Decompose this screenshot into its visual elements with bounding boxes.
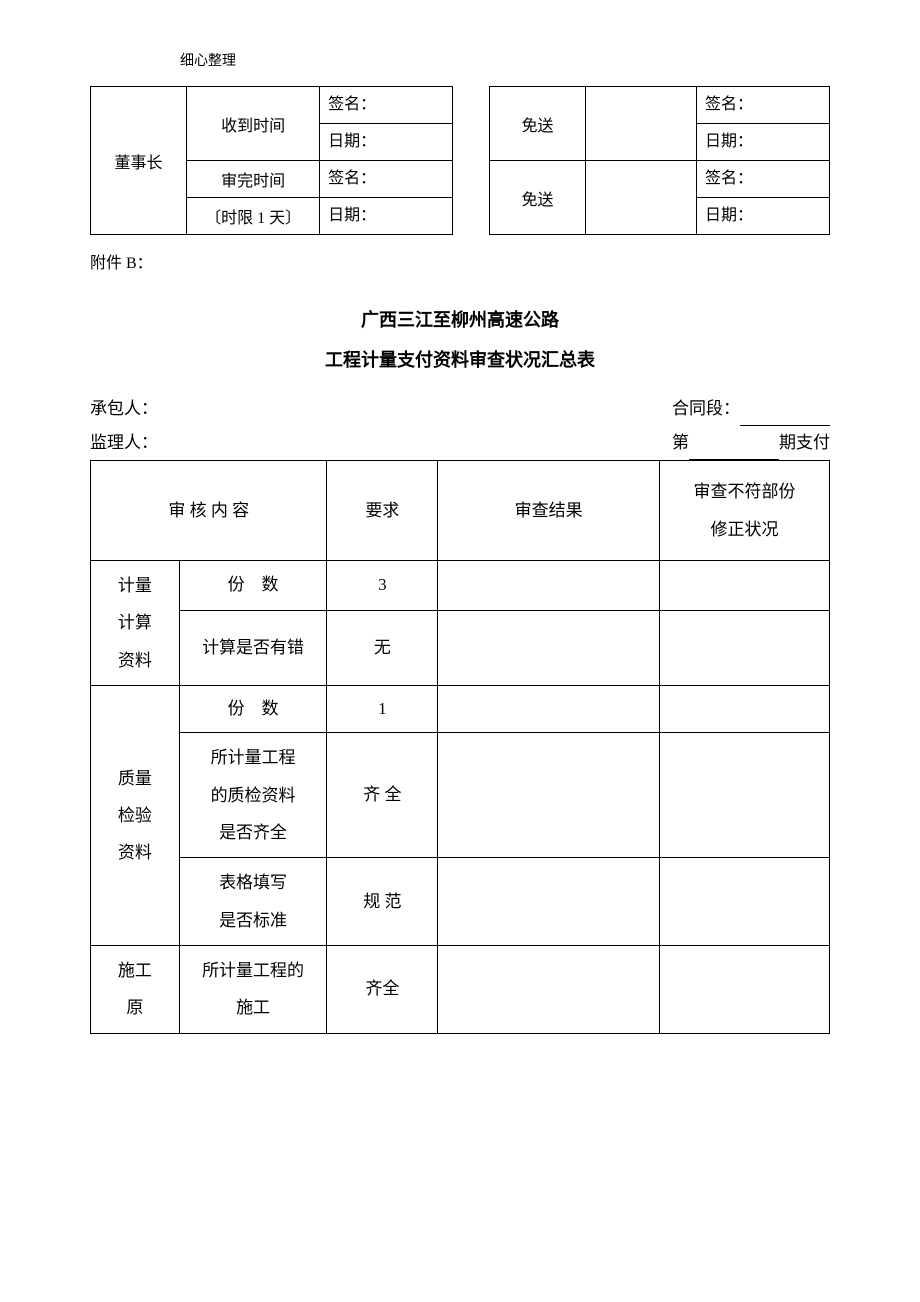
item-line: 施工 xyxy=(236,998,270,1017)
result-blank xyxy=(438,560,660,610)
item-quality-complete: 所计量工程 的质检资料 是否齐全 xyxy=(179,733,327,858)
table-row: 所计量工程 的质检资料 是否齐全 齐 全 xyxy=(91,733,830,858)
header-correction: 审查不符部份 修正状况 xyxy=(660,461,830,561)
result-blank xyxy=(438,686,660,733)
req-standard: 规 范 xyxy=(327,858,438,946)
table-row: 董事长 收到时间 签名： 免送 签名： xyxy=(91,87,830,124)
meta-row-1: 承包人： 合同段： xyxy=(90,392,830,426)
correction-blank xyxy=(660,610,830,685)
group-line: 原 xyxy=(126,998,143,1017)
item-line: 的质检资料 xyxy=(211,786,296,805)
cell-blank xyxy=(586,87,697,161)
req-complete: 齐全 xyxy=(327,946,438,1034)
cell-date-label: 日期： xyxy=(320,124,453,161)
table-row: 表格填写 是否标准 规 范 xyxy=(91,858,830,946)
period-prefix: 第 xyxy=(672,433,689,452)
supervisor-label: 监理人： xyxy=(90,426,158,460)
cell-exempt-send: 免送 xyxy=(490,87,586,161)
table-row: 施工 原 所计量工程的 施工 齐全 xyxy=(91,946,830,1034)
req-3: 3 xyxy=(327,560,438,610)
header-correction-line1: 审查不符部份 xyxy=(694,482,796,501)
table-header-row: 审 核 内 容 要求 审查结果 审查不符部份 修正状况 xyxy=(91,461,830,561)
table-row: 质量 检验 资料 份 数 1 xyxy=(91,686,830,733)
cell-blank xyxy=(586,161,697,235)
header-result: 审查结果 xyxy=(438,461,660,561)
req-complete: 齐 全 xyxy=(327,733,438,858)
table-review-summary: 审 核 内 容 要求 审查结果 审查不符部份 修正状况 计量 计算 资料 份 数… xyxy=(90,460,830,1034)
cell-spacer xyxy=(453,87,490,235)
group-line: 计算 xyxy=(118,613,152,632)
group-construction: 施工 原 xyxy=(91,946,180,1034)
item-copies: 份 数 xyxy=(179,686,327,733)
cell-date-label: 日期： xyxy=(320,198,453,235)
contract-section: 合同段： xyxy=(672,392,830,426)
item-copies: 份 数 xyxy=(179,560,327,610)
group-line: 资料 xyxy=(118,651,152,670)
item-line: 表格填写 xyxy=(219,873,287,892)
document-title: 广西三江至柳州高速公路 工程计量支付资料审查状况汇总表 xyxy=(90,301,830,380)
group-measurement-calc: 计量 计算 资料 xyxy=(91,560,180,685)
result-blank xyxy=(438,858,660,946)
item-line: 是否齐全 xyxy=(219,823,287,842)
cell-exempt-send-2: 免送 xyxy=(490,161,586,235)
group-line: 计量 xyxy=(118,576,152,595)
correction-blank xyxy=(660,858,830,946)
item-line: 所计量工程的 xyxy=(202,961,304,980)
title-line-2: 工程计量支付资料审查状况汇总表 xyxy=(90,341,830,381)
result-blank xyxy=(438,733,660,858)
item-form-standard: 表格填写 是否标准 xyxy=(179,858,327,946)
period-payment: 第 期支付 xyxy=(672,426,830,460)
correction-blank xyxy=(660,686,830,733)
header-requirement: 要求 xyxy=(327,461,438,561)
result-blank xyxy=(438,946,660,1034)
req-1: 1 xyxy=(327,686,438,733)
title-line-1: 广西三江至柳州高速公路 xyxy=(90,301,830,341)
meta-row-2: 监理人： 第 期支付 xyxy=(90,426,830,460)
cell-sign-label-2: 签名： xyxy=(696,87,829,124)
header-correction-line2: 修正状况 xyxy=(711,520,779,539)
group-quality-inspection: 质量 检验 资料 xyxy=(91,686,180,946)
period-suffix: 期支付 xyxy=(779,433,830,452)
contractor-label: 承包人： xyxy=(90,392,158,426)
cell-sign-label: 签名： xyxy=(320,161,453,198)
period-blank xyxy=(689,440,779,460)
cell-date-label-2: 日期： xyxy=(696,198,829,235)
cell-date-label-2: 日期： xyxy=(696,124,829,161)
header-content: 审 核 内 容 xyxy=(91,461,327,561)
table-row: 计算是否有错 无 xyxy=(91,610,830,685)
contract-section-label: 合同段： xyxy=(672,399,740,418)
correction-blank xyxy=(660,560,830,610)
appendix-label: 附件 B： xyxy=(90,249,830,273)
group-line: 质量 xyxy=(118,769,152,788)
header-note: 细心整理 xyxy=(180,50,830,70)
cell-complete-time-label-2: 〔时限 1 天〕 xyxy=(187,198,320,235)
item-calc-error: 计算是否有错 xyxy=(179,610,327,685)
cell-complete-time-label-1: 审完时间 xyxy=(187,161,320,198)
cell-receive-time-label: 收到时间 xyxy=(187,87,320,161)
cell-sign-label-2: 签名： xyxy=(696,161,829,198)
item-line: 所计量工程 xyxy=(211,748,296,767)
correction-blank xyxy=(660,733,830,858)
group-line: 施工 xyxy=(118,961,152,980)
result-blank xyxy=(438,610,660,685)
item-construction: 所计量工程的 施工 xyxy=(179,946,327,1034)
correction-blank xyxy=(660,946,830,1034)
item-line: 是否标准 xyxy=(219,911,287,930)
group-line: 检验 xyxy=(118,806,152,825)
group-line: 资料 xyxy=(118,843,152,862)
table-chairman-signoff: 董事长 收到时间 签名： 免送 签名： 日期： 日期： 审完时间 签名： 免送 … xyxy=(90,86,830,235)
contract-section-blank xyxy=(740,406,830,426)
req-none: 无 xyxy=(327,610,438,685)
cell-sign-label: 签名： xyxy=(320,87,453,124)
table-row: 计量 计算 资料 份 数 3 xyxy=(91,560,830,610)
cell-chairman: 董事长 xyxy=(91,87,187,235)
